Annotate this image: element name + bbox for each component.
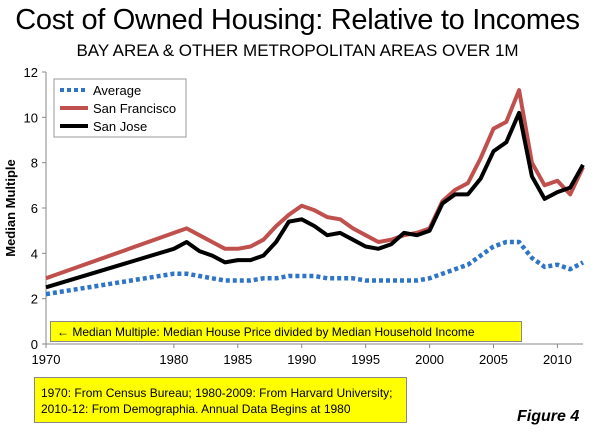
- x-tick-label: 1985: [223, 352, 252, 367]
- chart-title: Cost of Owned Housing: Relative to Incom…: [15, 4, 580, 36]
- chart-subtitle: BAY AREA & OTHER METROPOLITAN AREAS OVER…: [76, 41, 519, 60]
- median-multiple-note: ← Median Multiple: Median House Price di…: [50, 321, 522, 342]
- legend-label: San Francisco: [93, 101, 176, 116]
- x-tick-label: 1995: [351, 352, 380, 367]
- x-tick-label: 1970: [32, 352, 61, 367]
- x-tick-label: 1990: [287, 352, 316, 367]
- data-sources-note: 1970: From Census Bureau; 1980-2009: Fro…: [34, 377, 407, 423]
- x-tick-label: 1980: [159, 352, 188, 367]
- y-tick-label: 10: [24, 110, 38, 125]
- figure-label: Figure 4: [517, 408, 580, 425]
- y-tick-label: 0: [31, 337, 38, 352]
- legend-label: Average: [93, 83, 141, 98]
- x-tick-label: 2010: [543, 352, 572, 367]
- chart-axes: 0 2 4 6 8 10 12 1970 1980 1985 1990 1995 2000 2005 201…: [3, 65, 583, 367]
- y-tick-label: 8: [31, 156, 38, 171]
- series-line-san-francisco: [45, 88, 585, 281]
- chart-series: [45, 88, 585, 297]
- series-line-san-jose: [45, 110, 585, 290]
- x-tick-label: 2005: [479, 352, 508, 367]
- y-axis-label: Median Multiple: [3, 159, 18, 257]
- x-tick-label: 2000: [415, 352, 444, 367]
- y-tick-label: 4: [31, 246, 38, 261]
- series-line-average: [45, 239, 585, 297]
- y-tick-label: 6: [31, 201, 38, 216]
- y-tick-label: 12: [24, 65, 38, 80]
- y-tick-label: 2: [31, 292, 38, 307]
- legend-label: San Jose: [93, 119, 147, 134]
- chart-legend: Average San Francisco San Jose: [53, 78, 187, 138]
